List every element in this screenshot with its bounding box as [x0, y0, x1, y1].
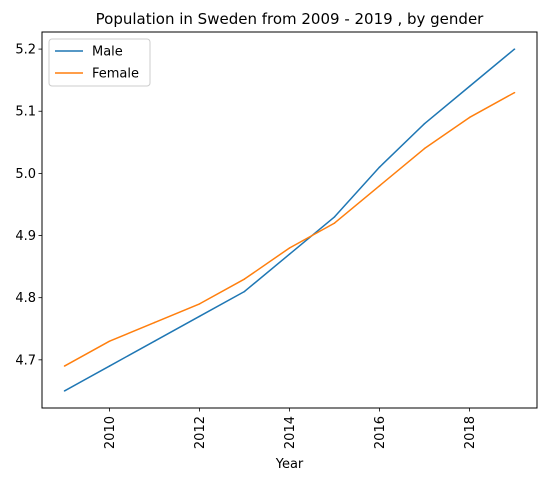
data-point-female-2017 [423, 147, 426, 150]
data-point-female-2016 [378, 185, 381, 187]
data-point-male-2019 [513, 48, 516, 50]
x-axis-label: Year [275, 457, 304, 472]
chart-title: Population in Sweden from 2009 - 2019 , … [96, 10, 485, 28]
legend-label-female: Female [92, 67, 139, 82]
x-tick-label: 2010 [103, 416, 118, 449]
data-point-male-2013 [243, 290, 246, 293]
data-point-male-2018 [468, 85, 471, 88]
x-tick-label: 2018 [463, 416, 478, 449]
data-point-female-2014 [288, 247, 291, 249]
y-tick-label: 5.0 [15, 167, 36, 182]
data-point-female-2018 [468, 116, 471, 119]
data-point-male-2010 [108, 365, 111, 367]
data-point-male-2009 [63, 390, 66, 392]
y-tick-label: 5.1 [15, 105, 36, 120]
data-point-male-2017 [423, 122, 426, 125]
legend-label-male: Male [92, 45, 123, 60]
data-point-male-2014 [288, 253, 291, 255]
data-point-female-2015 [333, 222, 336, 224]
data-point-male-2016 [378, 166, 381, 168]
series-line-female [64, 91, 515, 367]
data-point-male-2011 [153, 340, 156, 342]
data-point-male-2012 [198, 315, 201, 318]
data-point-female-2011 [153, 321, 156, 324]
x-tick-label: 2016 [373, 416, 388, 449]
data-point-female-2013 [243, 278, 246, 280]
data-point-male-2015 [333, 216, 336, 218]
data-point-female-2012 [198, 303, 201, 305]
data-point-female-2009 [63, 365, 66, 367]
legend: Male Female [48, 38, 151, 87]
series-layer [63, 48, 516, 392]
x-axis-ticks: 2010 2012 2014 2016 2018 [103, 408, 478, 449]
x-tick-label: 2012 [193, 416, 208, 449]
y-tick-label: 4.8 [15, 291, 36, 306]
x-tick-label: 2014 [283, 416, 298, 449]
y-axis-ticks: 4.7 4.8 4.9 5.0 5.1 5.2 [15, 43, 42, 368]
y-tick-label: 5.2 [15, 43, 36, 58]
series-line-male [64, 48, 515, 392]
data-point-female-2010 [108, 340, 111, 342]
y-tick-label: 4.7 [15, 353, 36, 368]
plot-area-frame [41, 31, 538, 409]
data-point-female-2019 [513, 91, 516, 94]
y-tick-label: 4.9 [15, 229, 36, 244]
